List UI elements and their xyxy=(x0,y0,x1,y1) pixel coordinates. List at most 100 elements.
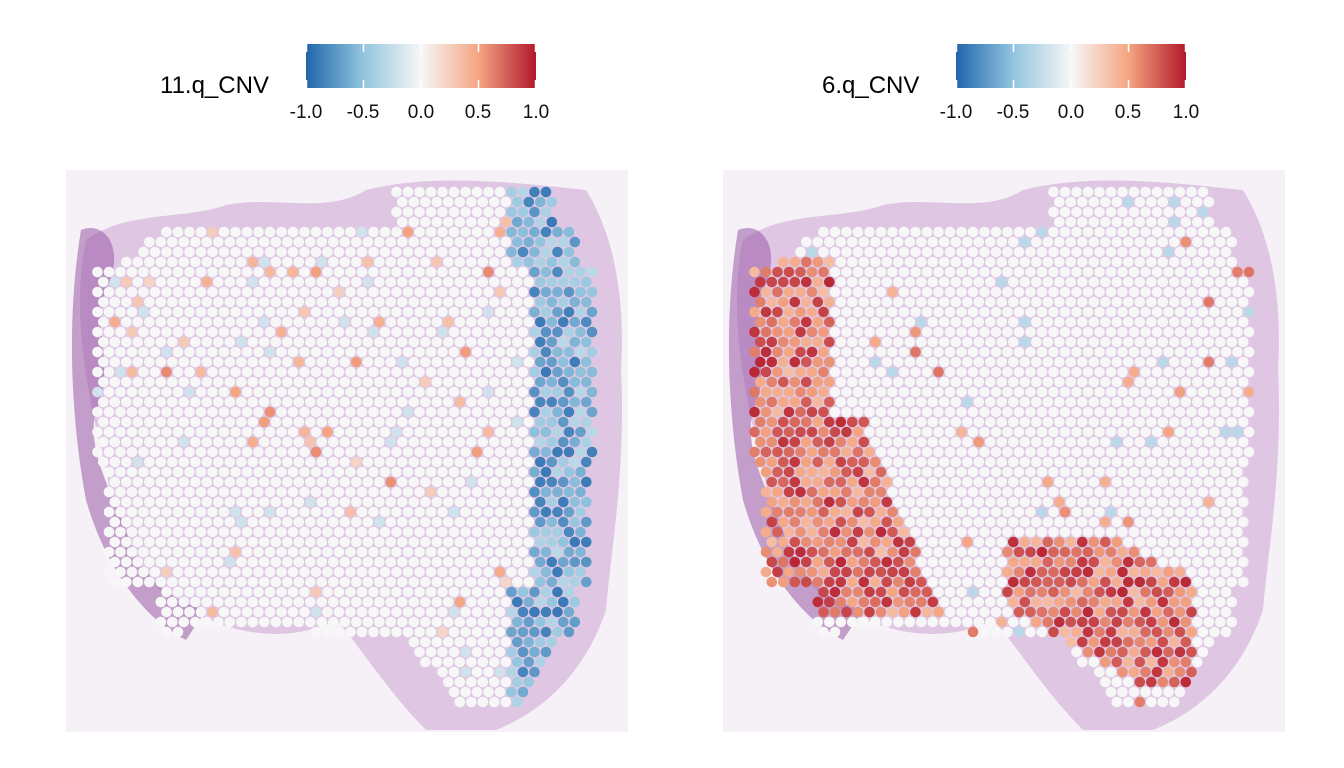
spot xyxy=(368,546,379,558)
spot xyxy=(1111,636,1123,648)
spot xyxy=(985,616,996,628)
spot xyxy=(339,556,351,568)
spot xyxy=(293,356,305,368)
spot xyxy=(172,606,184,618)
spot xyxy=(385,396,397,408)
spot xyxy=(276,266,287,278)
spot xyxy=(818,266,829,278)
spot xyxy=(460,186,471,198)
spot xyxy=(402,186,414,198)
spot xyxy=(316,496,328,508)
spot xyxy=(881,496,893,508)
spot xyxy=(1151,646,1163,658)
spot xyxy=(477,396,489,408)
spot xyxy=(910,486,921,498)
spot xyxy=(990,506,1002,518)
spot xyxy=(1071,286,1082,298)
spot xyxy=(402,606,414,618)
spot xyxy=(927,516,939,528)
spot xyxy=(92,366,103,378)
spot xyxy=(517,626,529,638)
spot xyxy=(517,546,529,558)
spot xyxy=(241,546,253,558)
spot xyxy=(276,306,287,318)
spot xyxy=(121,296,132,308)
spot xyxy=(305,296,316,308)
spot xyxy=(979,546,990,558)
spot xyxy=(933,566,944,578)
spot xyxy=(333,506,345,518)
spot xyxy=(224,496,236,508)
spot xyxy=(345,326,356,338)
spot xyxy=(1146,436,1157,448)
spot xyxy=(910,266,921,278)
spot xyxy=(316,296,328,308)
spot xyxy=(345,526,356,538)
spot xyxy=(236,436,247,448)
spot xyxy=(1215,536,1226,548)
spot xyxy=(397,336,408,348)
spot xyxy=(425,286,437,298)
spot xyxy=(310,226,322,238)
spot xyxy=(1226,236,1238,248)
spot xyxy=(1094,386,1105,398)
spot xyxy=(391,526,402,538)
spot xyxy=(1215,316,1226,328)
spot xyxy=(397,196,408,208)
spot xyxy=(1186,626,1197,638)
spot xyxy=(985,436,996,448)
spot xyxy=(1140,586,1151,598)
spot xyxy=(852,586,864,598)
spot xyxy=(933,426,944,438)
spot xyxy=(224,576,236,588)
spot xyxy=(103,466,115,478)
spot xyxy=(471,246,483,258)
spot xyxy=(985,556,996,568)
spot xyxy=(950,476,962,488)
spot xyxy=(927,456,939,468)
spot xyxy=(167,456,178,468)
spot xyxy=(1048,446,1059,458)
spot xyxy=(841,246,852,258)
spot xyxy=(893,356,904,368)
spot xyxy=(230,246,241,258)
spot xyxy=(489,316,500,328)
spot xyxy=(529,586,540,598)
spot xyxy=(161,486,172,498)
spot xyxy=(356,586,368,598)
spot xyxy=(1238,296,1249,308)
spot xyxy=(847,336,858,348)
spot xyxy=(1019,556,1031,568)
spot xyxy=(956,466,967,478)
spot xyxy=(1065,276,1077,288)
spot xyxy=(1019,616,1031,628)
spot xyxy=(316,356,328,368)
spot xyxy=(1209,546,1220,558)
spot xyxy=(1077,616,1088,628)
spot xyxy=(956,286,967,298)
spot xyxy=(299,526,310,538)
spot xyxy=(569,476,581,488)
spot xyxy=(558,416,569,428)
spot xyxy=(581,376,592,388)
spot xyxy=(1146,256,1157,268)
spot xyxy=(910,286,921,298)
spot xyxy=(1117,366,1128,378)
spot xyxy=(1111,376,1123,388)
spot xyxy=(190,436,201,448)
spot xyxy=(144,316,155,328)
spot xyxy=(563,586,575,598)
spot xyxy=(864,386,875,398)
spot xyxy=(213,436,224,448)
spot xyxy=(408,576,420,588)
spot xyxy=(121,256,132,268)
spot xyxy=(391,186,402,198)
spot xyxy=(356,446,368,458)
spot xyxy=(420,596,431,608)
spot xyxy=(950,276,962,288)
spot xyxy=(506,206,517,218)
spot xyxy=(944,326,956,338)
spot xyxy=(178,396,190,408)
spot xyxy=(1082,266,1094,278)
spot xyxy=(155,296,167,308)
